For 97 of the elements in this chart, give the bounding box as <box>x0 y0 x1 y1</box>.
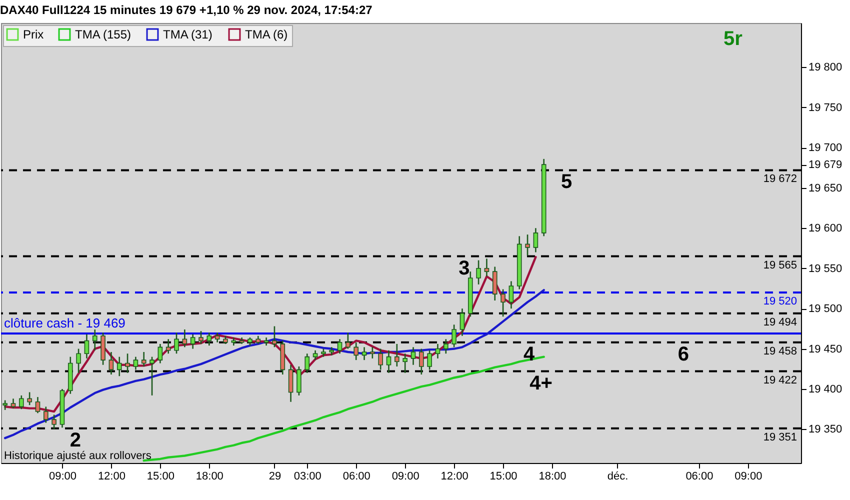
candlestick <box>492 266 498 302</box>
candlestick <box>452 324 456 348</box>
x-tick-label: 09:00 <box>392 470 420 482</box>
y-tick-label: 19 500 <box>808 303 842 316</box>
candlestick <box>76 348 81 374</box>
y-tick-label: 19 350 <box>808 424 842 436</box>
candlestick <box>394 343 400 368</box>
candlestick <box>133 356 138 370</box>
candlestick <box>508 280 514 310</box>
chart-title: DAX40 Full1224 15 minutes 19 679 +1,10 % 29 nov. 2024, 17:54:27 <box>0 3 373 17</box>
candlestick <box>19 394 24 410</box>
candlestick <box>304 352 310 374</box>
annotation: 6 <box>678 343 689 366</box>
candlestick <box>500 288 506 318</box>
candlestick <box>10 398 16 409</box>
y-tick-label: 19 679 <box>808 159 842 172</box>
ref-line-label: 19 565 <box>763 259 797 272</box>
candlestick <box>84 334 90 360</box>
candlestick <box>484 258 490 278</box>
ref-line-label: 19 494 <box>763 316 797 328</box>
candlestick <box>92 328 98 352</box>
candlestick <box>272 326 277 348</box>
legend-label: TMA (6) <box>245 28 288 42</box>
candlestick <box>150 356 154 396</box>
y-tick-label: 19 750 <box>808 102 842 114</box>
annotation: 4+ <box>530 372 552 394</box>
x-tick-label: 03:00 <box>294 470 322 482</box>
x-tick-label: 29 <box>268 470 282 482</box>
candlestick <box>402 352 408 374</box>
candlestick <box>312 350 318 361</box>
candlestick <box>427 350 432 370</box>
candlestick <box>296 366 302 396</box>
candlestick <box>288 364 294 403</box>
x-tick-label: 18:00 <box>196 470 224 482</box>
candlestick <box>35 396 40 414</box>
candlestick <box>362 346 367 361</box>
candlestick <box>419 348 424 376</box>
ref-line-label: 19 351 <box>763 431 797 444</box>
candlestick <box>108 351 114 376</box>
y-tick-label: 19 700 <box>808 142 842 154</box>
candlestick <box>141 351 146 368</box>
annotation: Historique ajusté aux rollovers <box>4 450 152 462</box>
candlestick <box>116 356 122 377</box>
candlestick <box>206 332 212 346</box>
candlestick <box>533 227 538 253</box>
ref-line-label: 19 422 <box>763 374 797 386</box>
candlestick <box>476 260 481 286</box>
ref-line-label: 19 672 <box>763 173 797 186</box>
x-tick-label: 09:00 <box>48 470 76 482</box>
legend-label: Prix <box>23 28 44 42</box>
candlestick <box>435 343 440 360</box>
annotation: 3 <box>458 257 470 280</box>
x-tick-label: 15:00 <box>490 470 518 482</box>
candlestick <box>460 308 465 337</box>
candlestick <box>2 400 8 411</box>
annotation: 2 <box>70 429 81 452</box>
x-tick-label: 12:00 <box>98 470 126 482</box>
ref-line-label: clôture cash - 19 469 <box>4 315 126 330</box>
x-tick-label: 09:00 <box>734 470 762 482</box>
ref-line-label: 19 520 <box>763 295 797 308</box>
x-tick-label: déc. <box>607 470 628 482</box>
candlestick <box>158 343 163 364</box>
y-tick-label: 19 550 <box>808 262 842 275</box>
y-tick-label: 19 450 <box>808 343 842 356</box>
legend-label: TMA (31) <box>163 28 212 42</box>
candlestick <box>214 332 220 343</box>
candlestick <box>444 338 448 354</box>
candlestick <box>410 346 416 366</box>
candlestick <box>354 342 358 361</box>
candlestick <box>198 330 204 345</box>
candlestick <box>386 350 392 374</box>
candlestick <box>378 348 383 370</box>
candlestick <box>525 234 530 256</box>
candlestick <box>44 406 48 424</box>
annotation: 5 <box>561 171 572 194</box>
candlestick <box>27 392 32 406</box>
legend-label: TMA (155) <box>75 28 132 42</box>
candlestick <box>346 332 350 350</box>
ref-line-label: 19 458 <box>763 345 797 358</box>
x-tick-label: 15:00 <box>146 470 174 482</box>
candlestick <box>174 332 179 354</box>
candlestick <box>190 334 196 350</box>
x-tick-label: 06:00 <box>342 470 370 482</box>
candlestick <box>182 328 188 348</box>
candlestick <box>52 414 56 430</box>
x-tick-label: 12:00 <box>440 470 468 482</box>
y-tick-label: 19 400 <box>808 383 842 396</box>
y-tick-label: 19 600 <box>808 222 842 235</box>
y-tick-label: 19 800 <box>808 62 842 74</box>
annotation: 5r <box>724 28 743 50</box>
x-tick-label: 18:00 <box>538 470 566 482</box>
y-tick-label: 19 650 <box>808 182 842 194</box>
candlestick <box>125 352 130 374</box>
candlestick <box>370 346 375 360</box>
candlestick <box>337 338 342 354</box>
x-tick-label: 06:00 <box>686 470 714 482</box>
candlestick <box>166 338 171 354</box>
